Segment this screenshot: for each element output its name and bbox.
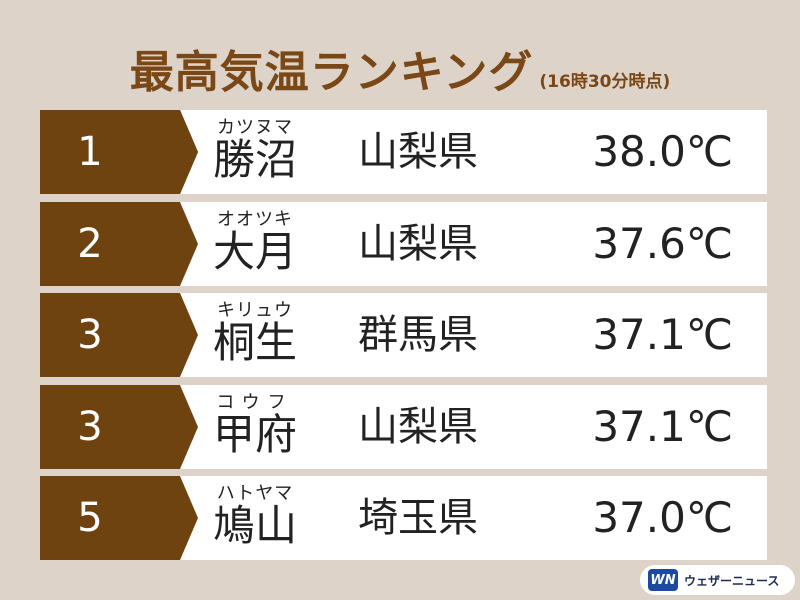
rank-number: 1 [77, 129, 103, 175]
page-subtitle: (16時30分時点) [539, 72, 671, 92]
rank-arrow-shape [40, 110, 198, 194]
rank-arrow-shape [40, 476, 198, 560]
city-block: キリュウ 桐生 [200, 293, 310, 377]
city-reading: コウフ [216, 391, 294, 413]
prefecture-name: 山梨県 [358, 220, 478, 267]
temperature-value: 37.6℃ [592, 218, 733, 268]
rank-number: 3 [77, 312, 103, 358]
city-reading: キリュウ [217, 300, 293, 321]
weathernews-logo-text: ウェザーニュース [684, 573, 780, 588]
rank-arrow-badge: 1 [40, 110, 198, 194]
rank-arrow-badge: 5 [40, 476, 198, 560]
rank-arrow-shape [40, 293, 198, 377]
ranking-row: 3 キリュウ 桐生 群馬県 37.1℃ [40, 293, 767, 377]
rank-number: 3 [77, 403, 103, 450]
ranking-row: 3 コウフ 甲府 山梨県 37.1℃ [40, 384, 767, 469]
ranking-list: 1 カツヌマ 勝沼 山梨県 38.0℃ 2 オオツキ 大月 山梨県 37.6℃ … [40, 110, 767, 568]
city-reading: ハトヤマ [216, 483, 294, 504]
city-name: 大月 [212, 226, 297, 276]
city-block: オオツキ 大月 [200, 202, 310, 286]
city-block: ハトヤマ 鳩山 [200, 476, 310, 560]
temperature-value: 37.1℃ [592, 310, 733, 359]
city-block: カツヌマ 勝沼 [200, 110, 310, 194]
prefecture-name: 群馬県 [358, 312, 478, 358]
ranking-row: 1 カツヌマ 勝沼 山梨県 38.0℃ [40, 110, 767, 194]
temperature-value: 37.1℃ [592, 401, 733, 451]
rank-arrow-badge: 2 [40, 201, 198, 286]
prefecture-name: 山梨県 [358, 403, 478, 450]
page-title: 最高気温ランキング [129, 47, 534, 98]
city-name: 鳩山 [212, 501, 297, 550]
rank-number: 2 [77, 220, 103, 267]
city-name: 甲府 [212, 409, 297, 459]
city-name: 勝沼 [212, 135, 297, 184]
temperature-value: 37.0℃ [592, 493, 733, 542]
city-name: 桐生 [212, 318, 297, 367]
rank-number: 5 [77, 495, 103, 541]
temperature-value: 38.0℃ [592, 127, 733, 176]
rank-arrow-badge: 3 [40, 293, 198, 377]
prefecture-name: 山梨県 [358, 129, 478, 175]
city-reading: オオツキ [217, 208, 293, 230]
city-reading: カツヌマ [217, 117, 293, 138]
rank-arrow-shape [40, 384, 198, 469]
rank-arrow-badge: 3 [40, 384, 198, 469]
weathernews-logo-icon: WN [648, 569, 678, 591]
ranking-row: 5 ハトヤマ 鳩山 埼玉県 37.0℃ [40, 476, 767, 560]
rank-arrow-shape [40, 201, 198, 286]
title-area: 最高気温ランキング (16時30分時点) [0, 36, 800, 100]
weathernews-logo: WN ウェザーニュース [640, 565, 795, 595]
ranking-row: 2 オオツキ 大月 山梨県 37.6℃ [40, 201, 767, 286]
prefecture-name: 埼玉県 [358, 495, 478, 541]
city-block: コウフ 甲府 [200, 385, 310, 469]
